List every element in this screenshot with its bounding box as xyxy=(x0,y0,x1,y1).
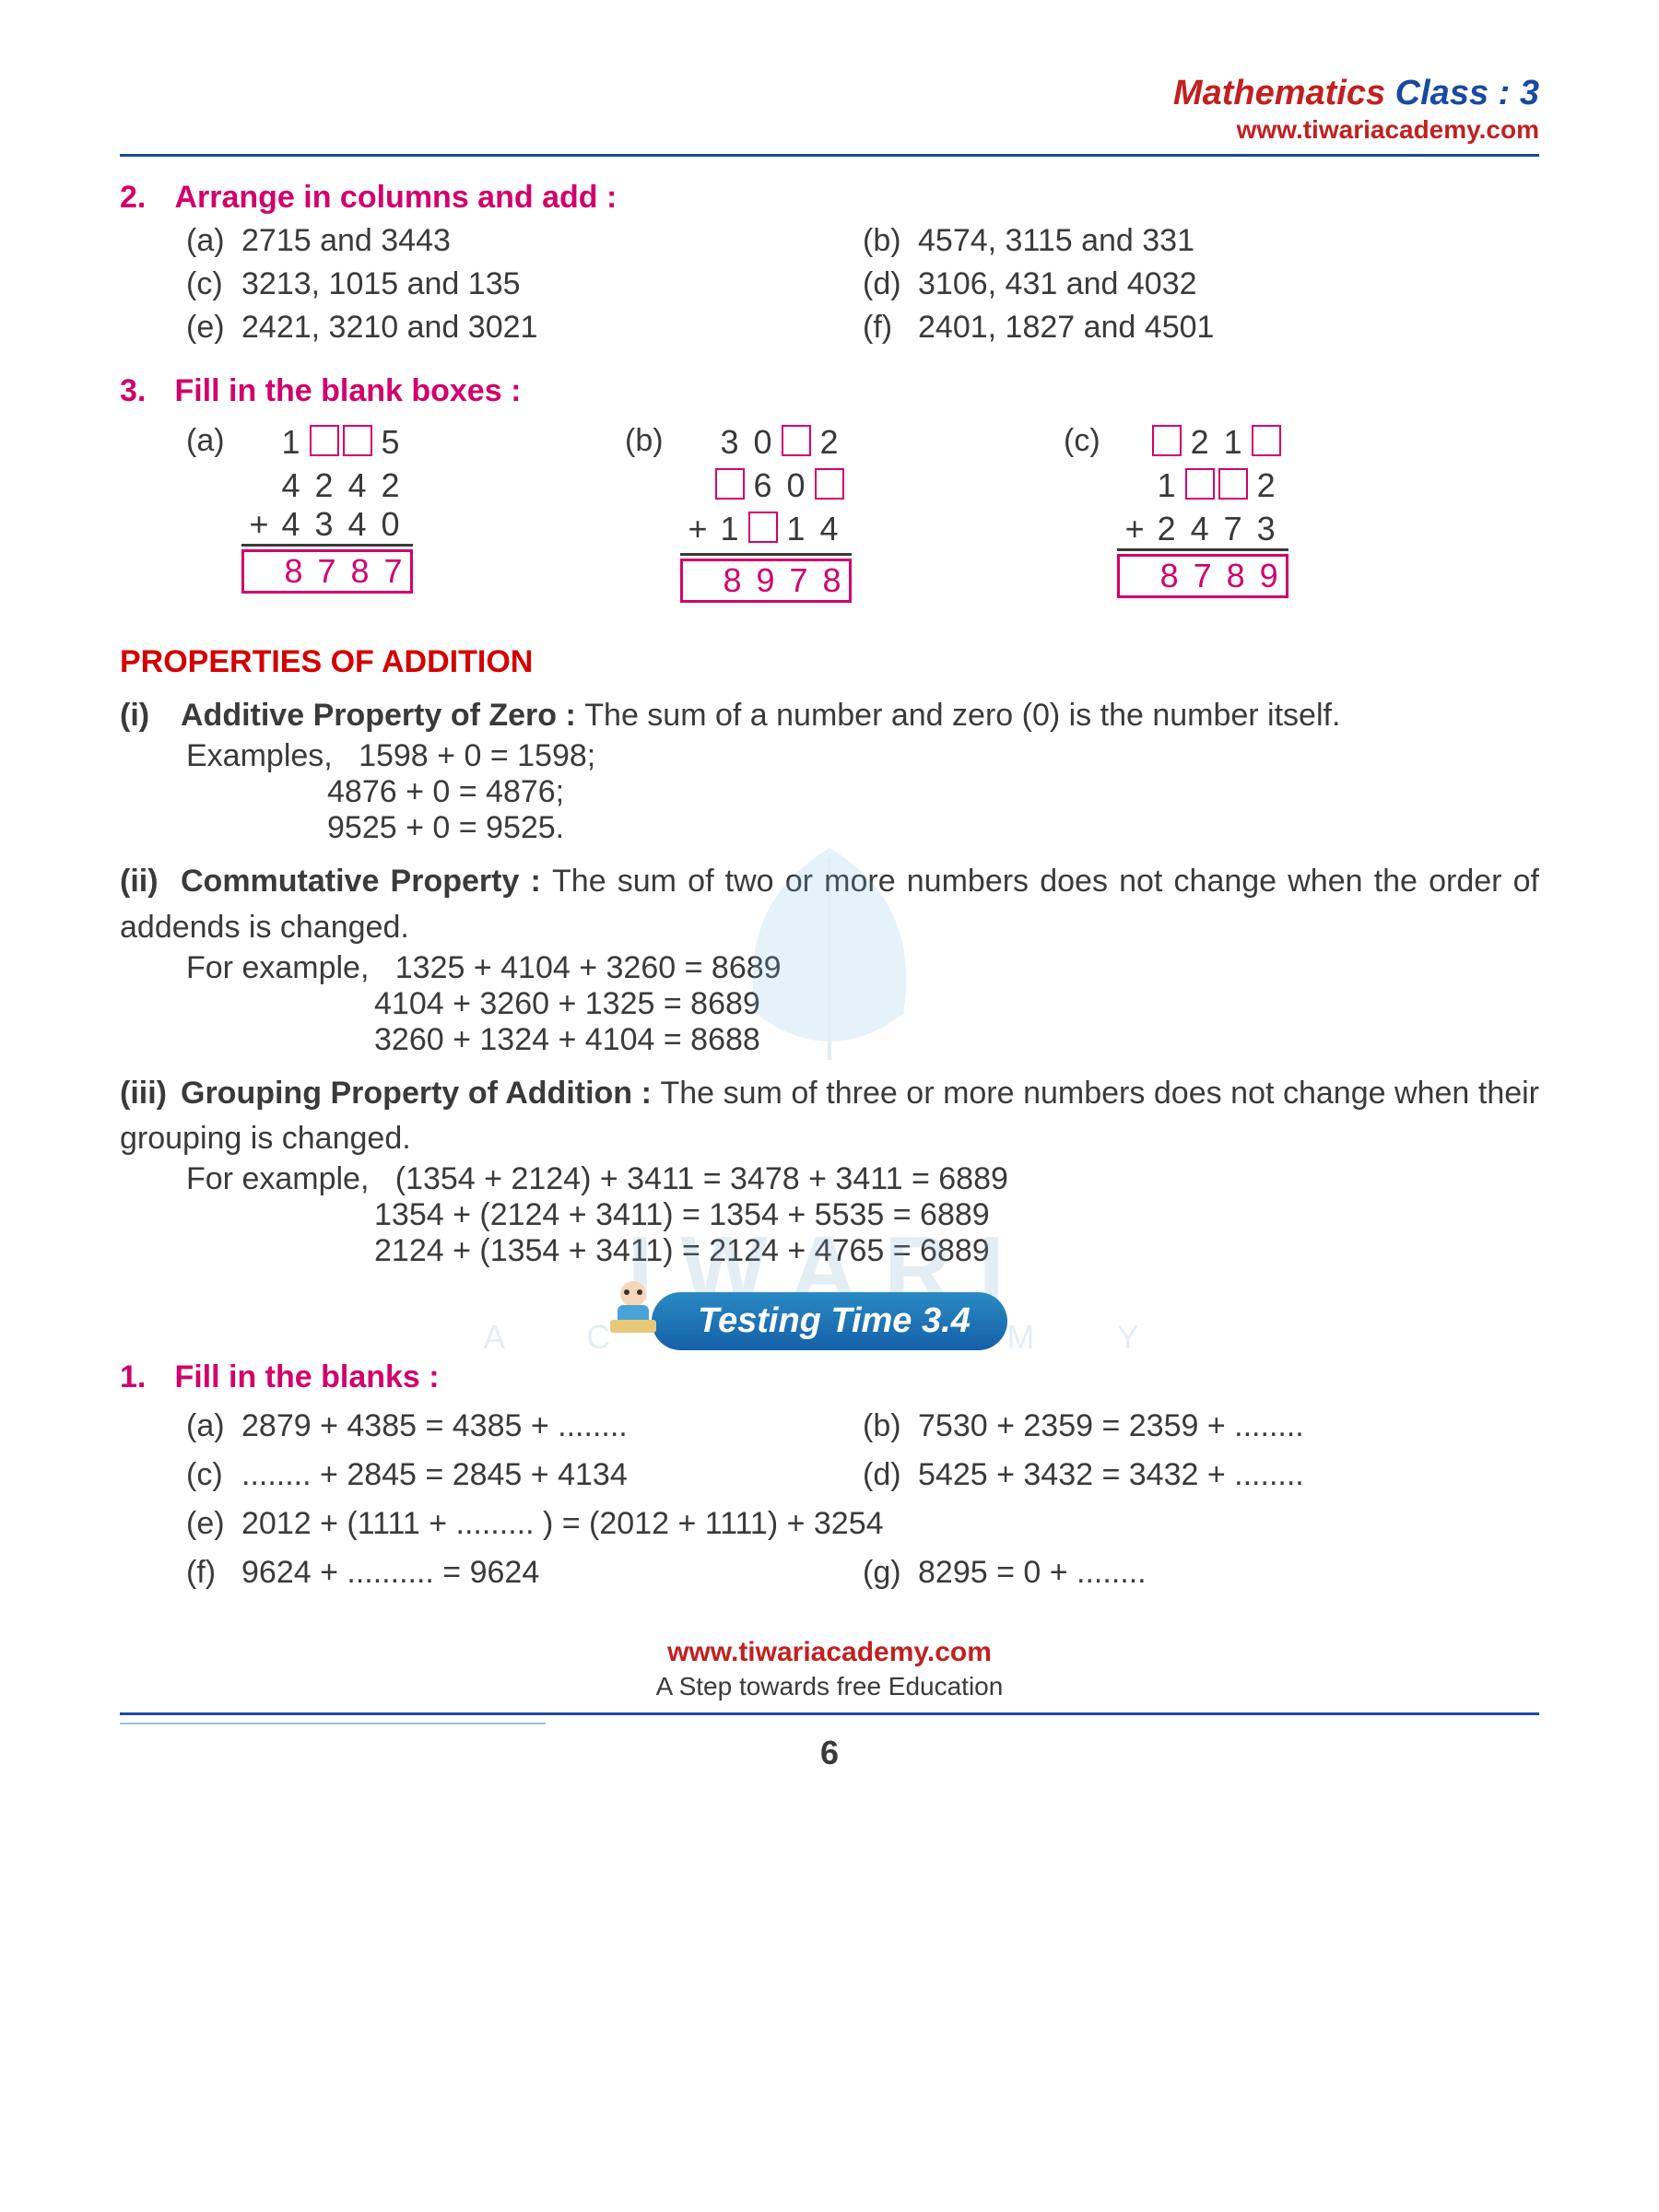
item-text: 3213, 1015 and 135 xyxy=(241,266,521,301)
item-label: (g) xyxy=(863,1555,918,1591)
testing-time-badge: Testing Time 3.4 xyxy=(652,1292,1007,1350)
title-subject: Mathematics xyxy=(1173,74,1385,112)
item-text: 2012 + (1111 + ......... ) = (2012 + 111… xyxy=(241,1506,884,1542)
blank-box[interactable] xyxy=(310,425,339,456)
student-icon xyxy=(601,1274,665,1338)
question-3: 3. Fill in the blank boxes : (a) 154242+4… xyxy=(120,373,1539,603)
item-label: (b) xyxy=(863,223,918,259)
item-label: (d) xyxy=(863,266,918,302)
q3-title: Fill in the blank boxes : xyxy=(174,373,521,408)
footer-tagline: A Step towards free Education xyxy=(120,1672,1539,1701)
properties-heading: PROPERTIES OF ADDITION xyxy=(120,644,1539,680)
question-1-blanks: 1. Fill in the blanks : (a)2879 + 4385 =… xyxy=(120,1359,1539,1591)
properties-list: (i)Additive Property of Zero : The sum o… xyxy=(120,693,1539,1269)
item-label: (b) xyxy=(863,1408,918,1444)
prop-bold: Additive Property of Zero : xyxy=(181,698,584,733)
prop-text: The sum of a number and zero (0) is the … xyxy=(584,698,1340,733)
badge-label: Testing Time 3.4 xyxy=(698,1301,971,1340)
page-footer: www.tiwariacademy.com A Step towards fre… xyxy=(120,1637,1539,1772)
blank-box[interactable] xyxy=(748,512,778,543)
prop-num: (ii) xyxy=(120,859,181,904)
blank-box[interactable] xyxy=(715,468,745,500)
prop-bold: Commutative Property : xyxy=(181,864,552,899)
q3-problems: (a) 154242+43408787 (b) 30260+1148978 (c) 211… xyxy=(186,423,1502,603)
q1b-items: (a)2879 + 4385 = 4385 + ........ (b)7530 … xyxy=(186,1408,1539,1591)
example-label: For example, xyxy=(186,950,369,985)
header-url: www.tiwariacademy.com xyxy=(120,115,1539,145)
item-text: 4574, 3115 and 331 xyxy=(918,223,1194,258)
example-line: 9525 + 0 = 9525. xyxy=(327,810,564,845)
blank-box[interactable] xyxy=(1185,468,1215,500)
example-line: 2124 + (1354 + 3411) = 2124 + 4765 = 688… xyxy=(374,1233,990,1268)
column-addition: 154242+43408787 xyxy=(241,423,413,594)
q1b-number: 1. xyxy=(120,1359,171,1395)
blank-box[interactable] xyxy=(815,468,844,500)
example-line: 4104 + 3260 + 1325 = 8689 xyxy=(374,986,760,1021)
result-box: 8787 xyxy=(241,549,413,594)
result-box: 8978 xyxy=(680,559,852,603)
footer-rule-2 xyxy=(120,1723,546,1724)
blank-box[interactable] xyxy=(1252,425,1281,456)
page-header: Mathematics Class : 3 www.tiwariacademy.… xyxy=(120,74,1539,145)
item-label: (c) xyxy=(186,1457,241,1493)
q2-items: (a)2715 and 3443 (b)4574, 3115 and 331 (c)… xyxy=(186,223,1539,346)
q2-title: Arrange in columns and add : xyxy=(174,180,617,215)
page-number: 6 xyxy=(120,1734,1539,1772)
item-text: 2421, 3210 and 3021 xyxy=(241,310,537,345)
item-text: ........ + 2845 = 2845 + 4134 xyxy=(241,1457,628,1492)
prop-num: (iii) xyxy=(120,1071,181,1116)
example-line: 1598 + 0 = 1598; xyxy=(359,738,595,773)
item-text: 5425 + 3432 = 3432 + ........ xyxy=(918,1457,1304,1492)
blank-box[interactable] xyxy=(1152,425,1182,456)
prop-bold: Grouping Property of Addition : xyxy=(181,1076,660,1111)
prob-label: (a) xyxy=(186,423,225,459)
q1b-title: Fill in the blanks : xyxy=(174,1359,439,1394)
column-addition: 2112+24738789 xyxy=(1117,423,1288,598)
column-addition: 30260+1148978 xyxy=(680,423,852,603)
item-label: (e) xyxy=(186,310,241,346)
item-text: 8295 = 0 + ........ xyxy=(918,1555,1147,1590)
example-line: 4876 + 0 = 4876; xyxy=(327,774,564,809)
result-box: 8789 xyxy=(1117,554,1288,598)
blank-box[interactable] xyxy=(782,425,811,456)
example-label: For example, xyxy=(186,1161,369,1196)
example-line: 1325 + 4104 + 3260 = 8689 xyxy=(395,950,782,985)
blank-box[interactable] xyxy=(1218,468,1248,500)
item-label: (c) xyxy=(186,266,241,302)
example-label: Examples, xyxy=(186,738,333,773)
item-text: 7530 + 2359 = 2359 + ........ xyxy=(918,1408,1304,1443)
item-text: 2879 + 4385 = 4385 + ........ xyxy=(241,1408,628,1443)
blank-box[interactable] xyxy=(343,425,372,456)
example-line: (1354 + 2124) + 3411 = 3478 + 3411 = 688… xyxy=(395,1161,1008,1196)
item-text: 2401, 1827 and 4501 xyxy=(918,310,1214,345)
prob-label: (c) xyxy=(1064,423,1100,459)
header-rule xyxy=(120,154,1539,157)
footer-url: www.tiwariacademy.com xyxy=(120,1637,1539,1668)
item-text: 2715 and 3443 xyxy=(241,223,451,258)
testing-time-badge-wrap: Testing Time 3.4 xyxy=(120,1292,1539,1350)
example-line: 1354 + (2124 + 3411) = 1354 + 5535 = 688… xyxy=(374,1197,990,1232)
example-line: 3260 + 1324 + 4104 = 8688 xyxy=(374,1022,760,1057)
q3-number: 3. xyxy=(120,373,171,409)
item-text: 9624 + .......... = 9624 xyxy=(241,1555,539,1590)
question-2: 2. Arrange in columns and add : (a)2715 … xyxy=(120,180,1539,346)
item-label: (e) xyxy=(186,1506,241,1542)
prop-num: (i) xyxy=(120,693,181,738)
item-label: (f) xyxy=(863,310,918,346)
item-label: (a) xyxy=(186,223,241,259)
item-text: 3106, 431 and 4032 xyxy=(918,266,1197,301)
header-title: Mathematics Class : 3 xyxy=(120,74,1539,113)
prob-label: (b) xyxy=(625,423,664,459)
item-label: (a) xyxy=(186,1408,241,1444)
item-label: (f) xyxy=(186,1555,241,1591)
title-class: Class : 3 xyxy=(1385,74,1539,112)
footer-rule xyxy=(120,1712,1539,1715)
item-label: (d) xyxy=(863,1457,918,1493)
q2-number: 2. xyxy=(120,180,171,216)
